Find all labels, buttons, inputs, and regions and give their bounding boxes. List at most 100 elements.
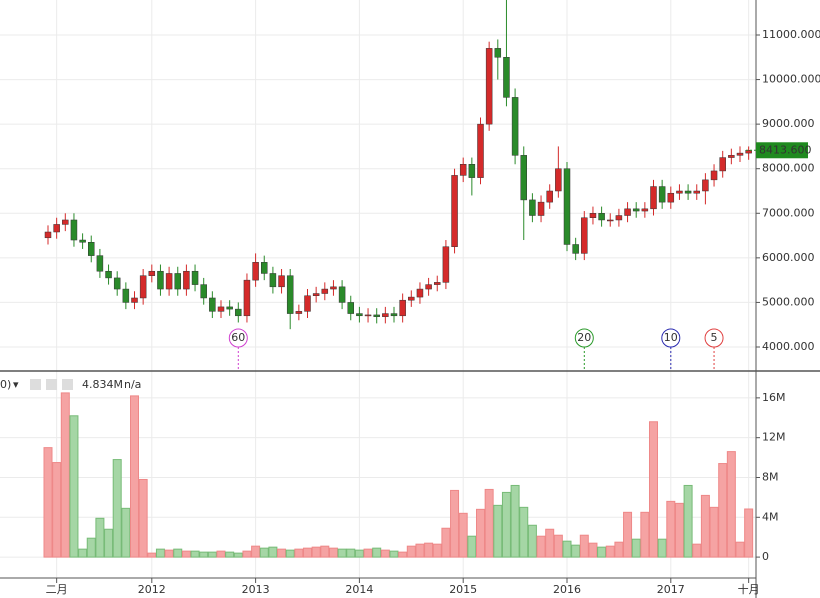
x-tick-label: 2015 (449, 583, 477, 596)
annotation-circle (574, 328, 594, 348)
candle-body (200, 284, 207, 299)
candle-body (390, 313, 398, 317)
volume-bar (199, 551, 209, 558)
volume-bar (268, 546, 278, 558)
volume-bar (450, 489, 460, 558)
x-tick-label: 2017 (657, 583, 685, 596)
volume-bar (138, 478, 148, 558)
y-tick-label: 6000.000 (762, 251, 815, 264)
last-price-label: 8413.600 (759, 143, 812, 156)
candle-body (624, 208, 631, 216)
volume-bar (683, 484, 693, 558)
marks (43, 0, 754, 558)
annotation-circle (704, 328, 724, 348)
candle-body (658, 186, 666, 203)
candle-body (399, 299, 406, 317)
candle-body (650, 186, 657, 210)
volume-bar (303, 547, 312, 558)
volume-bar (579, 534, 589, 558)
x-tick-label: 2016 (553, 583, 581, 596)
volume-bar (346, 548, 356, 558)
volume-bar (43, 447, 53, 558)
volume-bar (597, 546, 607, 558)
volume-bar (545, 528, 555, 558)
candle-body (364, 314, 372, 317)
x-tick-label: 2012 (138, 583, 166, 596)
volume-bar (614, 541, 624, 558)
candle-body (356, 313, 363, 317)
volume-bar (476, 508, 485, 558)
annotation-circle (228, 328, 248, 348)
candle-body (157, 270, 164, 290)
candle-body (693, 190, 700, 194)
volume-bar (527, 524, 537, 558)
candle-body (563, 168, 571, 245)
volume-bar (173, 548, 183, 558)
volume-bar (389, 550, 399, 558)
volume-bar (363, 548, 373, 558)
candle-body (79, 239, 86, 243)
candle-body (451, 175, 458, 247)
candle-body (615, 215, 623, 221)
y-tick-label: 4000.000 (762, 340, 815, 353)
annotation-label: 10 (664, 331, 678, 344)
candle-body (537, 201, 545, 216)
volume-bar (649, 421, 658, 558)
settings-icon[interactable] (46, 379, 57, 390)
volume-bar (562, 540, 572, 558)
candle-body (44, 231, 52, 239)
volume-bar (467, 535, 477, 558)
candle-body (520, 155, 527, 201)
y-tick-label: 5000.000 (762, 295, 815, 308)
volume-bar (52, 462, 62, 558)
annotation-label: 20 (577, 331, 591, 344)
volume-bar (588, 542, 598, 558)
y-tick-label: 8000.000 (762, 162, 815, 175)
candle-body (581, 217, 588, 254)
volume-bar (484, 488, 494, 558)
candle-body (702, 179, 709, 192)
y-tick-label: 16M (762, 391, 786, 404)
candle-body (572, 244, 579, 254)
candle-body (131, 297, 138, 303)
volume-bar (519, 506, 529, 558)
volume-bar (259, 547, 269, 558)
candle-body (676, 190, 683, 194)
candle-body (243, 279, 251, 317)
volume-bar (692, 543, 702, 558)
volume-bar (398, 551, 408, 558)
candle-body (667, 192, 675, 203)
candle-body (113, 277, 121, 290)
candle-body (425, 284, 432, 290)
candle-body (546, 190, 553, 203)
candle-body (165, 273, 173, 290)
volume-bar (294, 548, 304, 558)
candle-body (105, 270, 112, 279)
legend-arrow[interactable]: ▾ (13, 378, 19, 391)
volume-bar (380, 549, 390, 558)
volume-bar (130, 395, 139, 558)
y-tick-label: 11000.000 (762, 28, 820, 41)
y-tick-label: 9000.000 (762, 117, 815, 130)
candle-body (589, 213, 597, 218)
annotation-circle (661, 328, 681, 348)
volume-bar (744, 508, 754, 558)
candle-body (641, 208, 649, 212)
volume-bar (104, 528, 114, 558)
volume-bar (337, 548, 347, 558)
candle-body (434, 282, 441, 285)
candle-body (494, 48, 502, 58)
volume-bar (640, 511, 650, 558)
volume-bar (311, 546, 321, 558)
volume-bar (164, 549, 174, 558)
volume-bar (78, 548, 88, 558)
volume-bar (225, 551, 235, 558)
candle-body (555, 168, 562, 192)
volume-bar (190, 550, 200, 558)
candle-body (338, 286, 346, 303)
volume-bar (718, 463, 728, 558)
close-icon[interactable] (62, 379, 73, 390)
eye-icon[interactable] (30, 379, 41, 390)
candle-body (459, 164, 467, 176)
